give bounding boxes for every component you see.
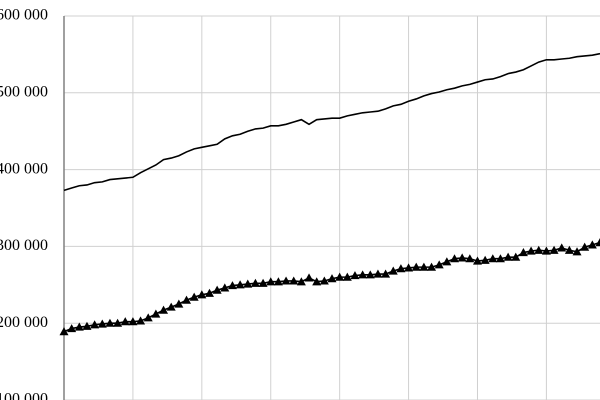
marker [381,269,391,278]
y-tick-label: 200 000 [0,314,48,331]
line-series [63,52,600,192]
marker [518,248,528,257]
y-tick-label: 600 000 [0,7,48,24]
marker [595,238,600,247]
marker [511,252,521,261]
marker [495,254,505,263]
marker [564,245,574,254]
marker [120,317,130,326]
marker [457,253,467,262]
marker [480,255,490,264]
marker [534,245,544,254]
marker [273,277,283,286]
marker [557,243,567,252]
marker [488,254,498,263]
marker [404,263,414,272]
marker [235,280,245,289]
marker [312,277,322,286]
marker [350,271,360,280]
marker [128,317,138,326]
marker [105,318,115,327]
marker [342,272,352,281]
marker [365,270,375,279]
marker [143,313,153,322]
y-tick-label: 100 000 [0,391,48,400]
marker [358,270,368,279]
marker [174,299,184,308]
y-tick-label: 300 000 [0,237,48,254]
marker [97,319,107,328]
marker [136,316,146,325]
marker [526,246,536,255]
marker [572,247,582,256]
y-tick-label: 400 000 [0,160,48,177]
marker [289,276,299,285]
marker [427,262,437,271]
marker [82,321,92,330]
marker [442,257,452,266]
marker [335,272,345,281]
marker [204,288,214,297]
marker [450,254,460,263]
marker [258,278,268,287]
marker [411,262,421,271]
marker [189,292,199,301]
marker [151,309,161,318]
y-tick-label: 500 000 [0,83,48,100]
marker [250,278,260,287]
marker [319,276,329,285]
marker [220,283,230,292]
marker [90,320,100,329]
marker [541,246,551,255]
marker [67,324,77,333]
marker [327,274,337,283]
marker [396,264,406,273]
marker [113,318,123,327]
marker [197,290,207,299]
marker [296,277,306,286]
marker [472,256,482,265]
marker [503,252,513,261]
marker [281,276,291,285]
marker [266,277,276,286]
marker [159,305,169,314]
marker [465,254,475,263]
marker [434,260,444,269]
marker [304,273,314,282]
marker [212,285,222,294]
marker [166,302,176,311]
marker [227,281,237,290]
marker [373,269,383,278]
marker [243,279,253,288]
marker [182,295,192,304]
marker [549,245,559,254]
marker [74,322,84,331]
marker [419,262,429,271]
marker [587,240,597,249]
marker [580,242,590,251]
marker [388,266,398,275]
marker [59,327,69,336]
